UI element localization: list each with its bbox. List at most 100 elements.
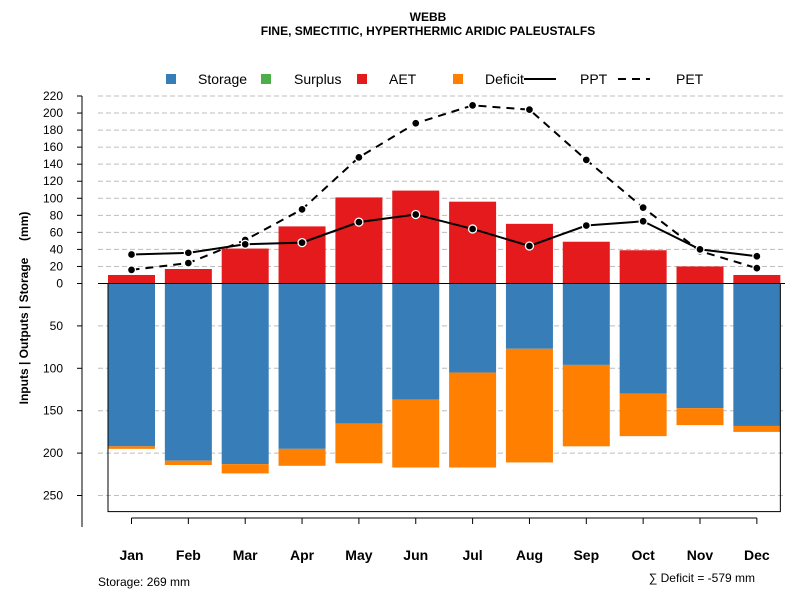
legend-label-surplus: Surplus: [294, 71, 341, 87]
legend-label-storage: Storage: [198, 71, 247, 87]
x-tick-label-nov: Nov: [687, 547, 714, 563]
ppt-point-dec: [752, 251, 762, 261]
ppt-point-feb: [183, 248, 194, 258]
bar-storage-feb: [164, 283, 212, 461]
ppt-point-nov: [695, 244, 705, 255]
bar-aet-dec: [733, 274, 781, 284]
bar-deficit-aug: [505, 348, 553, 463]
bar-aet-oct: [619, 250, 667, 284]
legend-label-pet: PET: [676, 71, 704, 87]
y-tick-label: 80: [50, 208, 64, 222]
bar-storage-sep: [562, 283, 610, 365]
pet-point-jul: [467, 100, 478, 111]
bar-deficit-jan: [108, 446, 155, 449]
legend-swatch-surplus: [261, 74, 271, 84]
x-tick-label-apr: Apr: [290, 547, 315, 563]
storage-capacity-label: Storage: 269 mm: [98, 575, 190, 589]
y-tick-label: 200: [43, 446, 63, 460]
bar-aet-sep: [562, 241, 610, 284]
bar-storage-jan: [108, 283, 155, 447]
bar-aet-aug: [505, 223, 553, 284]
x-tick-label-sep: Sep: [573, 547, 599, 563]
bar-aet-jan: [108, 274, 155, 284]
bar-storage-aug: [505, 283, 553, 349]
ppt-point-oct: [638, 216, 648, 226]
ppt-point-sep: [581, 220, 591, 231]
pet-point-sep: [581, 155, 591, 165]
bar-storage-mar: [221, 283, 269, 465]
pet-point-may: [354, 152, 364, 163]
ppt-point-jun: [411, 209, 421, 220]
x-tick-label-jun: Jun: [403, 547, 428, 563]
pet-point-apr: [297, 204, 307, 215]
y-tick-label: 250: [43, 489, 63, 503]
bar-aet-nov: [676, 266, 724, 284]
legend: Storage Surplus AET Deficit PPT PET: [166, 71, 704, 87]
bar-deficit-may: [335, 423, 383, 464]
ppt-point-mar: [240, 239, 250, 249]
pet-point-oct: [638, 202, 648, 213]
axes: 0 20 40 60 80 100 120 140 160 180 200 220 50 100 150 20…: [43, 89, 785, 563]
bar-storage-jun: [392, 283, 440, 400]
x-tick-label-mar: Mar: [233, 547, 258, 563]
bar-deficit-dec: [733, 425, 781, 432]
legend-swatch-aet: [357, 74, 367, 84]
lines: [126, 100, 762, 275]
y-tick-label: 200: [43, 106, 63, 120]
bar-deficit-jun: [392, 399, 440, 468]
ppt-line: [131, 213, 757, 258]
y-tick-label: 220: [43, 89, 63, 103]
bar-storage-dec: [733, 283, 781, 426]
pet-point-aug: [524, 104, 535, 115]
x-tick-label-aug: Aug: [516, 547, 543, 563]
bar-aet-jul: [449, 201, 497, 284]
pet-point-feb: [183, 258, 194, 268]
x-tick-label-may: May: [345, 547, 372, 563]
pet-point-dec: [752, 263, 762, 273]
bar-deficit-feb: [164, 460, 212, 465]
bar-storage-oct: [619, 283, 667, 394]
bar-aet-mar: [221, 248, 269, 284]
bar-aet-may: [335, 197, 383, 284]
y-tick-label: 120: [43, 174, 63, 188]
x-tick-label-jul: Jul: [462, 547, 482, 563]
x-tick-label-oct: Oct: [631, 547, 655, 563]
bar-storage-may: [335, 283, 383, 424]
y-tick-label: 140: [43, 157, 63, 171]
bar-deficit-oct: [619, 393, 667, 437]
bars: [108, 190, 781, 474]
y-tick-label: 180: [43, 123, 63, 137]
legend-label-deficit: Deficit: [485, 71, 524, 87]
deficit-sum-label: ∑ Deficit = -579 mm: [649, 571, 755, 585]
x-tick-label-jan: Jan: [119, 547, 143, 563]
ppt-point-aug: [524, 241, 535, 251]
bar-aet-feb: [164, 269, 212, 284]
ppt-point-jan: [126, 249, 137, 260]
y-tick-label: 100: [43, 361, 63, 375]
ppt-point-may: [354, 217, 364, 227]
y-tick-label: 160: [43, 140, 63, 154]
legend-label-ppt: PPT: [580, 71, 608, 87]
bar-aet-jun: [392, 190, 440, 284]
bar-storage-jul: [449, 283, 497, 373]
pet-line: [131, 104, 758, 271]
bar-deficit-apr: [278, 448, 326, 466]
pet-point-jun: [411, 118, 421, 128]
bar-storage-apr: [278, 283, 326, 449]
bar-aet-apr: [278, 226, 326, 284]
x-tick-label-feb: Feb: [176, 547, 201, 563]
chart-subtitle: FINE, SMECTITIC, HYPERTHERMIC ARIDIC PAL…: [261, 24, 595, 38]
y-tick-label: 60: [50, 225, 64, 239]
y-axis-label: Inputs | Outputs | Storage (mm): [17, 212, 31, 405]
x-tick-label-dec: Dec: [744, 547, 770, 563]
bar-deficit-nov: [676, 408, 724, 426]
y-tick-label: 150: [43, 404, 63, 418]
bar-deficit-mar: [221, 464, 269, 474]
y-tick-label: 100: [43, 191, 63, 205]
legend-label-aet: AET: [389, 71, 417, 87]
y-tick-label: 0: [56, 277, 63, 291]
ppt-point-jul: [467, 224, 478, 234]
ppt-point-apr: [297, 237, 307, 248]
bar-deficit-jul: [449, 372, 497, 468]
